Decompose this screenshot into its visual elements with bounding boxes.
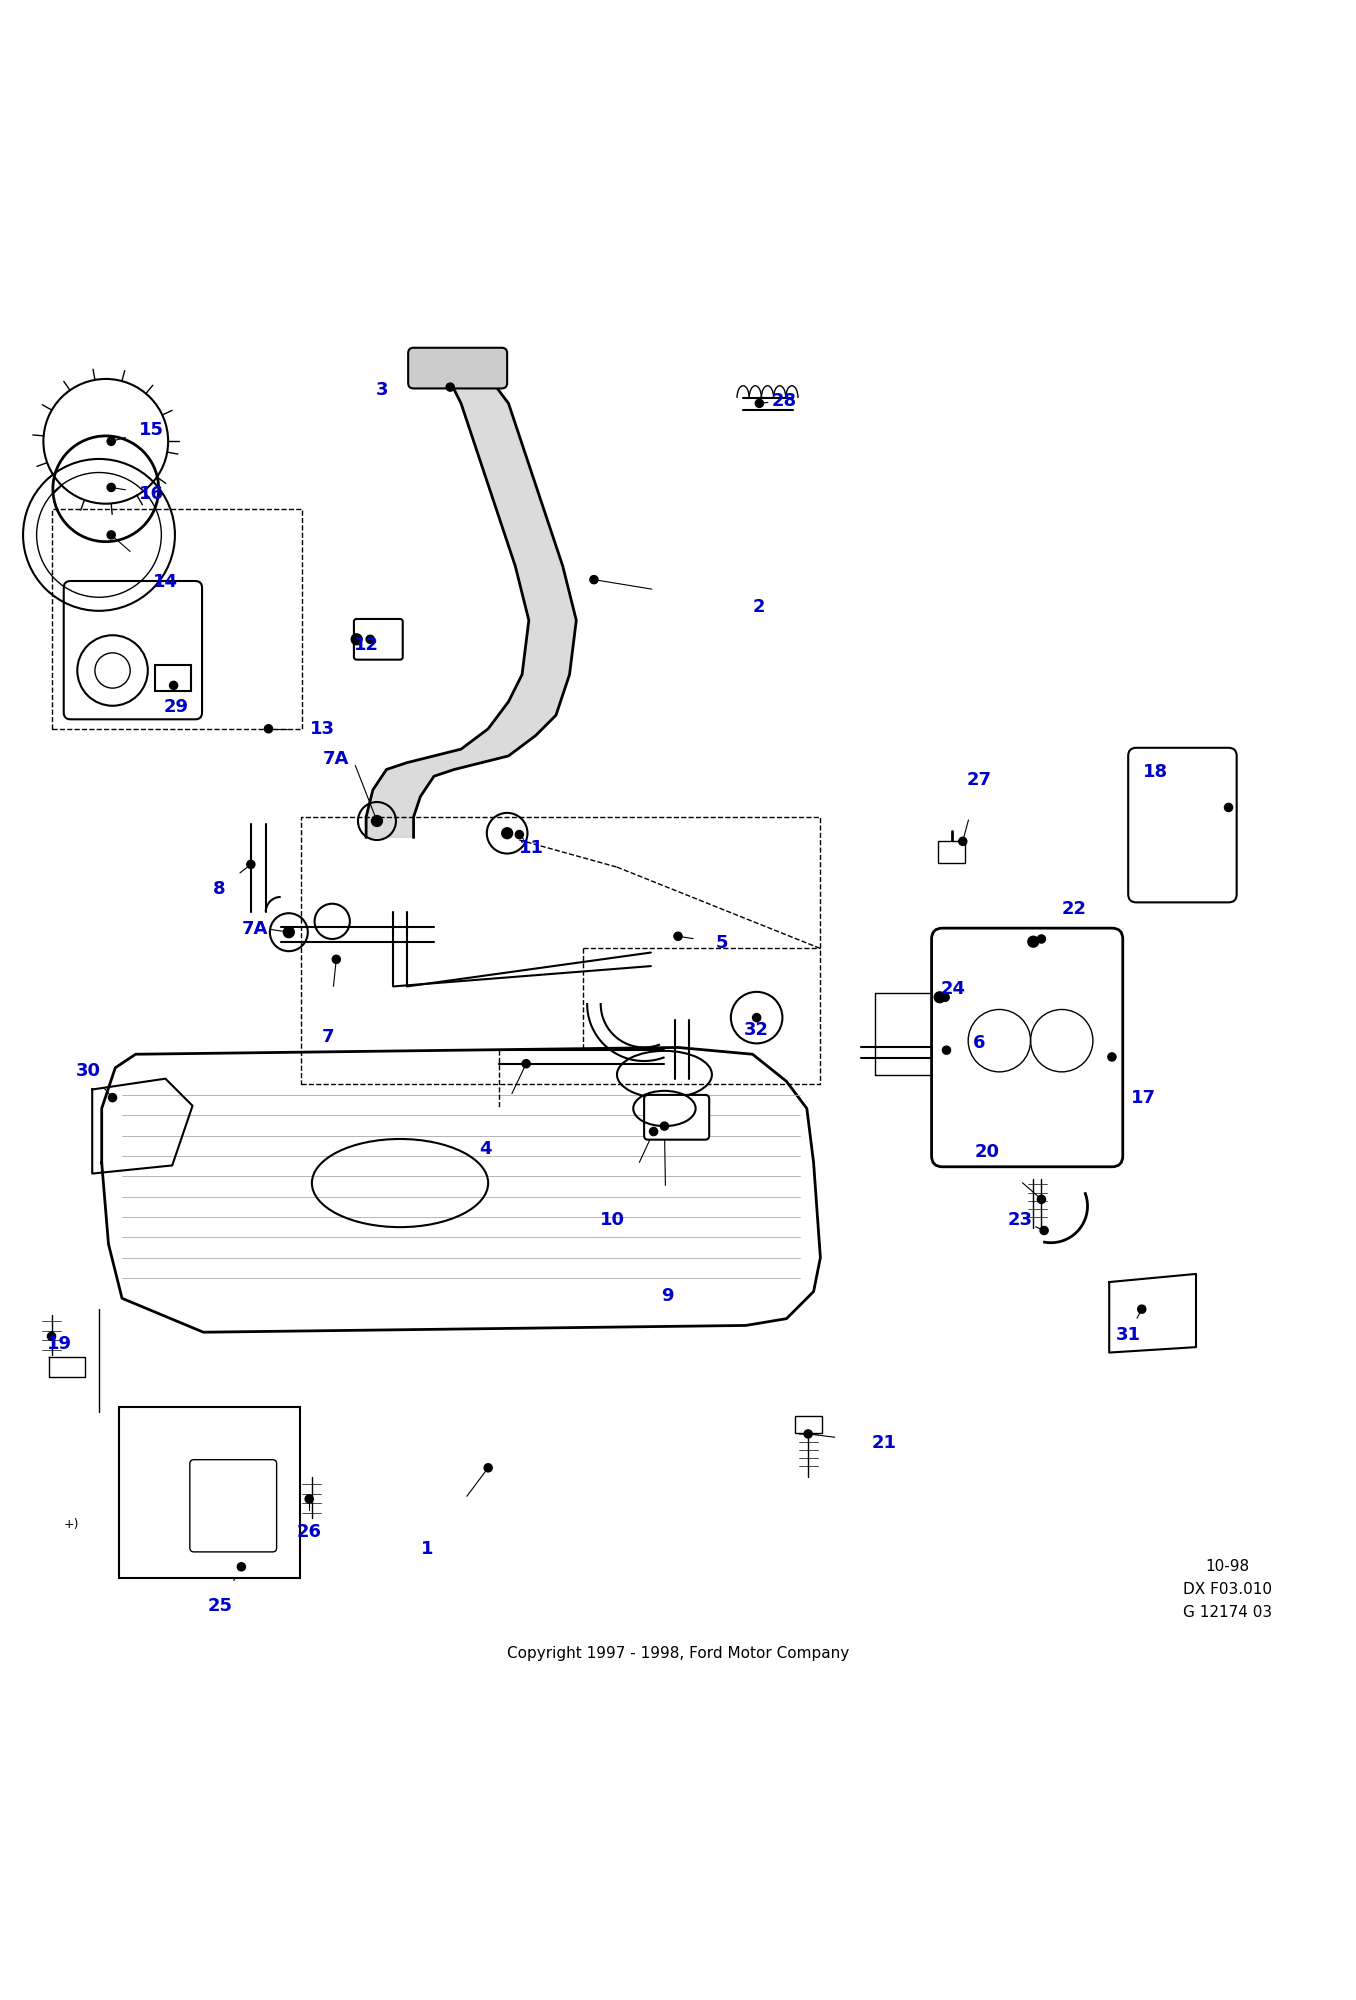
- FancyBboxPatch shape: [119, 1406, 300, 1578]
- Text: 7A: 7A: [241, 920, 268, 938]
- Circle shape: [660, 1122, 669, 1130]
- Text: 15: 15: [140, 422, 164, 440]
- FancyBboxPatch shape: [155, 666, 191, 690]
- Text: 5: 5: [715, 934, 728, 952]
- Text: 6: 6: [972, 1034, 986, 1052]
- Text: 21: 21: [872, 1434, 896, 1452]
- Text: 28: 28: [772, 392, 796, 410]
- Text: 18: 18: [1143, 764, 1168, 782]
- FancyBboxPatch shape: [932, 928, 1123, 1166]
- Circle shape: [1037, 1196, 1045, 1204]
- Text: 24: 24: [941, 980, 965, 998]
- Text: 16: 16: [140, 486, 164, 504]
- Circle shape: [942, 1046, 951, 1054]
- Circle shape: [1108, 1052, 1116, 1062]
- FancyBboxPatch shape: [795, 1416, 822, 1432]
- Circle shape: [283, 926, 294, 938]
- Text: 4: 4: [479, 1140, 492, 1158]
- Text: 25: 25: [207, 1598, 232, 1616]
- Circle shape: [1028, 936, 1039, 948]
- FancyBboxPatch shape: [1128, 748, 1237, 902]
- Text: 10-98: 10-98: [1205, 1560, 1249, 1574]
- FancyBboxPatch shape: [938, 842, 965, 864]
- Circle shape: [47, 1332, 56, 1340]
- Circle shape: [264, 724, 273, 732]
- Circle shape: [372, 816, 382, 826]
- Circle shape: [305, 1494, 313, 1504]
- Text: 14: 14: [153, 574, 178, 592]
- Circle shape: [934, 992, 945, 1002]
- Circle shape: [515, 830, 523, 838]
- Circle shape: [107, 530, 115, 538]
- Circle shape: [502, 828, 513, 838]
- Circle shape: [959, 838, 967, 846]
- Text: 3: 3: [376, 380, 389, 398]
- FancyBboxPatch shape: [354, 618, 403, 660]
- Text: 12: 12: [354, 636, 378, 654]
- FancyBboxPatch shape: [644, 1094, 709, 1140]
- Circle shape: [107, 484, 115, 492]
- Text: 2: 2: [753, 598, 766, 616]
- Text: 8: 8: [213, 880, 226, 898]
- Circle shape: [107, 438, 115, 446]
- Text: 20: 20: [975, 1142, 999, 1160]
- Circle shape: [170, 682, 178, 690]
- Circle shape: [108, 1094, 117, 1102]
- Circle shape: [237, 1562, 245, 1570]
- FancyBboxPatch shape: [64, 580, 202, 720]
- Text: 29: 29: [164, 698, 188, 716]
- Circle shape: [1037, 934, 1045, 944]
- Text: 13: 13: [311, 720, 335, 738]
- Text: 32: 32: [744, 1020, 769, 1038]
- Circle shape: [1138, 1306, 1146, 1314]
- Text: Copyright 1997 - 1998, Ford Motor Company: Copyright 1997 - 1998, Ford Motor Compan…: [507, 1646, 849, 1662]
- Text: 19: 19: [47, 1336, 72, 1354]
- Text: 1: 1: [420, 1540, 434, 1558]
- Text: 22: 22: [1062, 900, 1086, 918]
- Circle shape: [247, 860, 255, 868]
- Circle shape: [351, 634, 362, 644]
- Text: 23: 23: [1008, 1210, 1032, 1228]
- Circle shape: [332, 956, 340, 964]
- Text: 26: 26: [297, 1522, 321, 1540]
- FancyBboxPatch shape: [190, 1460, 277, 1552]
- Circle shape: [366, 636, 374, 644]
- Text: 17: 17: [1131, 1088, 1155, 1106]
- Text: 7A: 7A: [323, 750, 350, 768]
- Circle shape: [1040, 1226, 1048, 1234]
- Circle shape: [446, 384, 454, 392]
- Text: DX F03.010: DX F03.010: [1182, 1582, 1272, 1598]
- Circle shape: [484, 1464, 492, 1472]
- Polygon shape: [366, 376, 576, 838]
- Polygon shape: [102, 1048, 820, 1332]
- Text: 30: 30: [76, 1062, 100, 1080]
- Text: 10: 10: [601, 1210, 625, 1228]
- FancyBboxPatch shape: [408, 348, 507, 388]
- Circle shape: [674, 932, 682, 940]
- Text: +): +): [64, 1518, 80, 1532]
- Text: 9: 9: [660, 1286, 674, 1304]
- Circle shape: [941, 994, 949, 1002]
- Text: G 12174 03: G 12174 03: [1182, 1606, 1272, 1620]
- Circle shape: [522, 1060, 530, 1068]
- Text: 7: 7: [321, 1028, 335, 1046]
- Circle shape: [373, 816, 381, 826]
- Text: 27: 27: [967, 772, 991, 790]
- Circle shape: [590, 576, 598, 584]
- Circle shape: [753, 1014, 761, 1022]
- Text: 11: 11: [519, 840, 544, 858]
- Circle shape: [804, 1430, 812, 1438]
- Text: 31: 31: [1116, 1326, 1140, 1344]
- Circle shape: [755, 400, 763, 408]
- Circle shape: [1224, 804, 1233, 812]
- Circle shape: [285, 928, 293, 936]
- Circle shape: [650, 1128, 658, 1136]
